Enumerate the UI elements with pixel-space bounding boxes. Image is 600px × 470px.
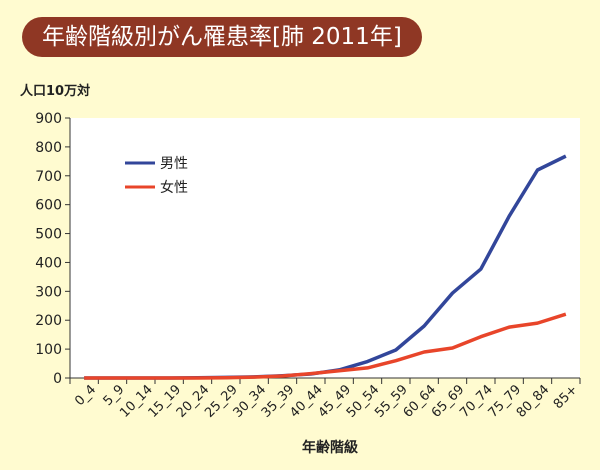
- x-tick-label: 80_84: [514, 382, 553, 421]
- series-line-女性: [84, 312, 567, 380]
- plot-area: [70, 118, 580, 378]
- y-tick-label: 300: [35, 284, 62, 300]
- y-tick-label: 700: [35, 169, 62, 185]
- y-tick-label: 400: [35, 255, 62, 271]
- y-tick-label: 100: [35, 342, 62, 358]
- x-tick-label: 0_4: [72, 382, 99, 409]
- y-tick-label: 0: [53, 371, 62, 387]
- y-tick-label: 600: [35, 198, 62, 214]
- y-tick-label: 800: [35, 140, 62, 156]
- legend-label: 女性: [160, 179, 188, 196]
- chart-title: 年齢階級別がん罹患率[肺 2011年]: [22, 17, 422, 57]
- y-tick-label: 200: [35, 313, 62, 329]
- y-axis-label: 人口10万対: [20, 84, 91, 99]
- x-tick-label: 85+: [551, 382, 581, 412]
- legend-label: 男性: [160, 156, 188, 172]
- x-axis-label: 年齢階級: [302, 439, 358, 456]
- y-tick-label: 500: [35, 227, 62, 243]
- y-tick-label: 900: [35, 111, 62, 127]
